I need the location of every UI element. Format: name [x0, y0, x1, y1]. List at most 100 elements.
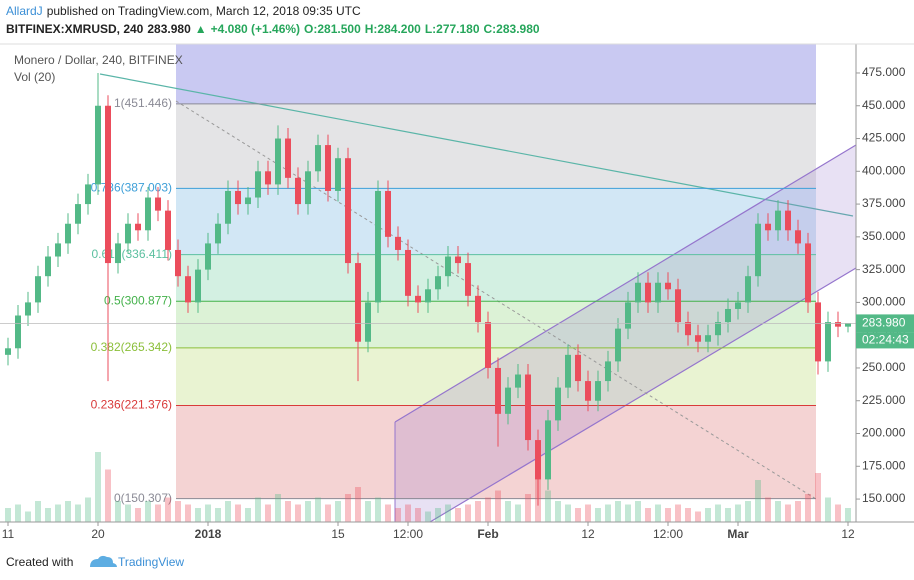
volume-bar — [635, 501, 641, 522]
volume-bar — [205, 504, 211, 522]
candle-body — [515, 374, 521, 388]
candle-body — [655, 282, 661, 303]
arrow: ▲ — [194, 22, 207, 36]
candle-body — [295, 177, 301, 205]
candle-body — [575, 354, 581, 382]
volume-bar — [165, 497, 171, 522]
candle-body — [795, 230, 801, 244]
candle-body — [305, 171, 311, 205]
candle-body — [835, 322, 841, 327]
volume-bar — [135, 508, 141, 522]
axis-bg — [856, 44, 914, 522]
volume-bar — [45, 508, 51, 522]
candle-body — [135, 223, 141, 231]
candle-body — [45, 256, 51, 277]
volume-bar — [805, 494, 811, 522]
x-tick-label: 12:00 — [653, 527, 683, 541]
candle-body — [245, 197, 251, 205]
candle-body — [335, 158, 341, 191]
channel-lower — [429, 267, 857, 523]
volume-bar — [485, 497, 491, 522]
candle-body — [95, 105, 101, 185]
fib-zone — [176, 254, 816, 302]
volume-bar — [415, 508, 421, 522]
volume-bar — [375, 497, 381, 522]
candle-body — [205, 243, 211, 270]
candle-body — [225, 190, 231, 224]
x-tick-label: 12:00 — [393, 527, 423, 541]
candle-body — [675, 289, 681, 323]
candle-body — [375, 190, 381, 303]
header-line-2: BITFINEX:XMRUSD, 240 283.980 ▲ +4.080 (+1.4… — [6, 22, 544, 36]
candle-body — [565, 354, 571, 388]
x-tick-label: 15 — [331, 527, 345, 541]
candle-body — [665, 282, 671, 290]
volume-bar — [585, 504, 591, 522]
volume-bar — [505, 501, 511, 522]
candle-body — [405, 249, 411, 296]
candle-body — [615, 328, 621, 362]
y-tick-label: 225.000 — [862, 393, 906, 407]
last: 283.980 — [147, 22, 191, 36]
candle-body — [65, 223, 71, 244]
candle-body — [275, 138, 281, 185]
volume-bar — [285, 501, 291, 522]
volume-bar — [495, 490, 501, 522]
fib-zone — [176, 188, 816, 255]
volume-bar — [325, 504, 331, 522]
candle-body — [25, 302, 31, 316]
channel-fill — [395, 145, 856, 522]
volume-bar — [605, 504, 611, 522]
volume-bar — [835, 504, 841, 522]
candle-body — [175, 249, 181, 277]
y-tick-label: 425.000 — [862, 131, 906, 145]
candle-body — [15, 315, 21, 349]
open: O:281.500 — [304, 22, 361, 36]
fib-label: 0.786(387.003) — [91, 181, 172, 195]
candle-body — [185, 276, 191, 303]
candle-body — [465, 263, 471, 296]
volume-bar — [35, 501, 41, 522]
candle-body — [585, 381, 591, 401]
header-line-1: AllardJ published on TradingView.com, Mar… — [6, 4, 365, 18]
fib-label: 0(150.307) — [114, 491, 172, 505]
fib-label: 1(451.446) — [114, 96, 172, 110]
candle-body — [685, 322, 691, 336]
trend-line — [99, 73, 854, 217]
candle-body — [435, 276, 441, 290]
volume-bar — [795, 501, 801, 522]
volume-bar — [145, 501, 151, 522]
candle-body — [125, 223, 131, 244]
candle-body — [155, 197, 161, 211]
fib-top-zone — [176, 44, 816, 104]
volume-bar — [715, 504, 721, 522]
candle-body — [455, 256, 461, 264]
x-tick-label: Mar — [727, 527, 749, 541]
candle-body — [85, 184, 91, 205]
candle-body — [365, 302, 371, 342]
x-tick-label: 2018 — [195, 527, 222, 541]
channel-upper — [394, 144, 857, 423]
candle-body — [165, 210, 171, 250]
volume-bar — [15, 504, 21, 522]
volume-bar — [345, 494, 351, 522]
volume-bar — [675, 504, 681, 522]
candle-body — [635, 282, 641, 303]
x-tick-label: 12 — [581, 527, 595, 541]
candle-body — [285, 138, 291, 178]
volume-bar — [195, 508, 201, 522]
candle-body — [235, 190, 241, 205]
candle-body — [555, 387, 561, 421]
y-tick-label: 350.000 — [862, 229, 906, 243]
last-price-label: 283.980 — [862, 316, 906, 330]
candle-body — [55, 243, 61, 257]
published: published on TradingView.com, March 12, … — [46, 4, 361, 18]
volume-bar — [335, 501, 341, 522]
volume-bar — [125, 504, 131, 522]
volume-bar — [515, 504, 521, 522]
author[interactable]: AllardJ — [6, 4, 43, 18]
y-tick-label: 200.000 — [862, 426, 906, 440]
x-tick-label: Feb — [477, 527, 498, 541]
candle-body — [805, 243, 811, 303]
candle-body — [425, 289, 431, 303]
